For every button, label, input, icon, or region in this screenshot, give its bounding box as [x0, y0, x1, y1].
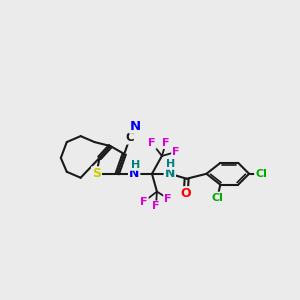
- Text: N: N: [130, 120, 141, 133]
- Text: F: F: [172, 147, 179, 157]
- Text: C: C: [126, 130, 135, 144]
- Text: F: F: [162, 138, 169, 148]
- Text: Cl: Cl: [255, 169, 267, 179]
- Text: O: O: [180, 187, 191, 200]
- Text: N: N: [165, 167, 175, 180]
- Text: F: F: [152, 202, 160, 212]
- Text: F: F: [164, 194, 172, 203]
- Text: F: F: [148, 138, 156, 148]
- Text: H: H: [130, 160, 140, 170]
- Text: Cl: Cl: [212, 193, 223, 202]
- Text: N: N: [129, 167, 139, 180]
- Text: S: S: [92, 167, 101, 180]
- Text: H: H: [166, 159, 176, 169]
- Text: F: F: [140, 196, 148, 206]
